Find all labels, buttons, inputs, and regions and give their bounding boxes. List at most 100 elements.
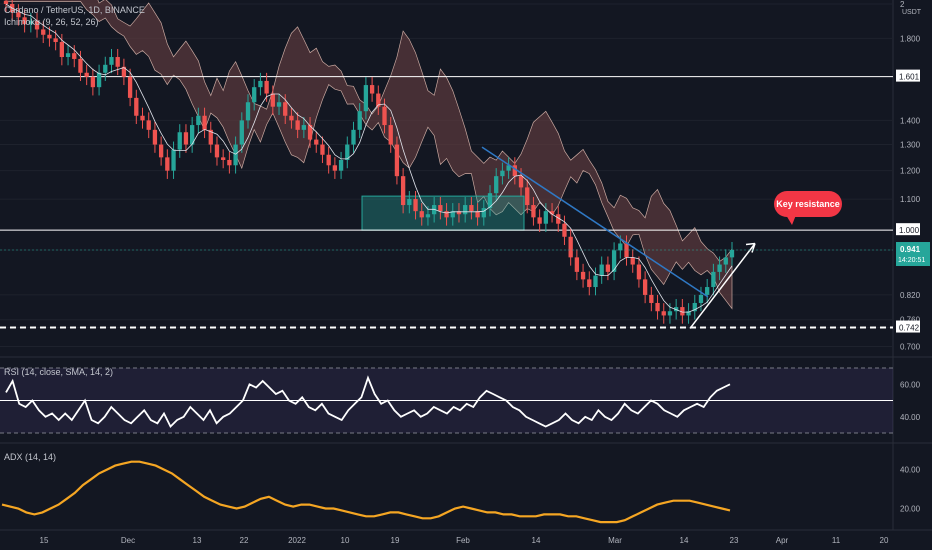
time-tick-label: Apr bbox=[776, 536, 789, 545]
candle-body bbox=[258, 80, 263, 88]
candle-body bbox=[115, 57, 120, 67]
candle-body bbox=[661, 311, 666, 316]
candle-body bbox=[382, 106, 387, 126]
candle-body bbox=[549, 211, 555, 215]
time-tick-label: 19 bbox=[391, 536, 400, 545]
candle-body bbox=[692, 302, 697, 312]
candle-body bbox=[556, 214, 561, 224]
candle-body bbox=[680, 307, 685, 316]
candle-body bbox=[494, 176, 499, 194]
candle-body bbox=[183, 132, 189, 145]
level-badge bbox=[896, 69, 920, 82]
candle-body bbox=[444, 211, 449, 218]
candle-body bbox=[605, 264, 611, 272]
candle-body bbox=[345, 144, 350, 160]
candle-body bbox=[227, 159, 232, 166]
candle-body bbox=[252, 87, 257, 103]
candle-body bbox=[264, 80, 269, 94]
candle-body bbox=[177, 132, 182, 150]
last-price-value: 0.941 bbox=[900, 245, 921, 254]
candle-body bbox=[338, 159, 344, 171]
level-badge bbox=[896, 223, 920, 236]
candle-body bbox=[351, 129, 356, 145]
candle-body bbox=[705, 287, 710, 295]
candle-body bbox=[512, 165, 517, 177]
candle-body bbox=[283, 102, 288, 116]
candle-body bbox=[165, 157, 170, 171]
candle-body bbox=[413, 199, 418, 212]
candle-body bbox=[270, 93, 275, 107]
candle-body bbox=[506, 165, 511, 171]
time-tick-label: 22 bbox=[240, 536, 249, 545]
candle-body bbox=[196, 115, 201, 126]
callout-bubble bbox=[774, 191, 842, 217]
candle-body bbox=[3, 0, 9, 4]
candle-body bbox=[630, 257, 635, 265]
candle-body bbox=[450, 211, 455, 218]
projection-arrow bbox=[689, 243, 756, 329]
candle-body bbox=[587, 279, 592, 288]
last-price-badge bbox=[896, 242, 930, 267]
candle-body bbox=[28, 20, 33, 25]
callout-text: Key resistance bbox=[776, 199, 840, 209]
time-tick-label: 20 bbox=[880, 536, 889, 545]
time-tick-label: 13 bbox=[193, 536, 202, 545]
candle-body bbox=[214, 144, 220, 158]
adx-legend: ADX (14, 14) bbox=[4, 452, 57, 462]
candle-body bbox=[574, 257, 580, 272]
candle-body bbox=[146, 120, 151, 130]
price-tick-label: 0.742 bbox=[899, 324, 920, 333]
candle-body bbox=[22, 17, 27, 25]
candle-body bbox=[525, 187, 530, 206]
candle-body bbox=[487, 193, 493, 209]
candle-body bbox=[618, 243, 623, 251]
adx-tick-label: 40.00 bbox=[900, 466, 921, 475]
ichimoku-conversion-line bbox=[5, 3, 733, 313]
candle-body bbox=[47, 34, 52, 39]
candle-body bbox=[649, 294, 654, 303]
candle-body bbox=[103, 64, 108, 73]
price-tick-label: 1.200 bbox=[900, 167, 921, 176]
candle-body bbox=[140, 115, 145, 121]
candle-body bbox=[729, 250, 735, 258]
candle-body bbox=[593, 275, 598, 288]
candle-body bbox=[394, 144, 400, 177]
candle-body bbox=[543, 211, 548, 224]
candle-body bbox=[419, 211, 424, 218]
key-resistance-callout: Key resistance bbox=[774, 191, 842, 225]
price-tick-label: 1.400 bbox=[900, 116, 921, 125]
candle-body bbox=[475, 211, 480, 218]
symbol-label: Cardano / TetherUS, 1D, BINANCE bbox=[4, 5, 145, 15]
time-tick-label: 2022 bbox=[288, 536, 306, 545]
descending-trendline bbox=[481, 146, 709, 298]
candle-body bbox=[233, 144, 238, 166]
time-tick-label: 14 bbox=[680, 536, 689, 545]
candle-body bbox=[301, 125, 306, 130]
candle-body bbox=[500, 170, 505, 177]
candle-body bbox=[723, 257, 728, 265]
candle-body bbox=[239, 120, 244, 145]
candle-body bbox=[717, 264, 722, 272]
candle-body bbox=[152, 129, 158, 145]
candle-body bbox=[376, 93, 381, 107]
time-tick-label: 14 bbox=[532, 536, 541, 545]
candle-body bbox=[78, 58, 83, 73]
candle-body bbox=[295, 120, 300, 130]
adx-tick-label: 20.00 bbox=[900, 505, 921, 514]
candle-body bbox=[158, 144, 164, 158]
candle-body bbox=[326, 154, 331, 166]
candle-body bbox=[456, 211, 462, 215]
candle-body bbox=[642, 279, 648, 295]
currency-label: USDT bbox=[902, 9, 922, 16]
candle-body bbox=[289, 115, 294, 121]
candle-body bbox=[711, 271, 716, 288]
candle-body bbox=[369, 85, 375, 94]
candle-body bbox=[599, 264, 604, 276]
level-badge bbox=[896, 320, 920, 333]
candle-body bbox=[438, 205, 443, 212]
candle-body bbox=[190, 125, 195, 145]
candle-body bbox=[481, 208, 486, 218]
candle-body bbox=[562, 223, 567, 237]
price-tick-label: 1.100 bbox=[900, 195, 921, 204]
